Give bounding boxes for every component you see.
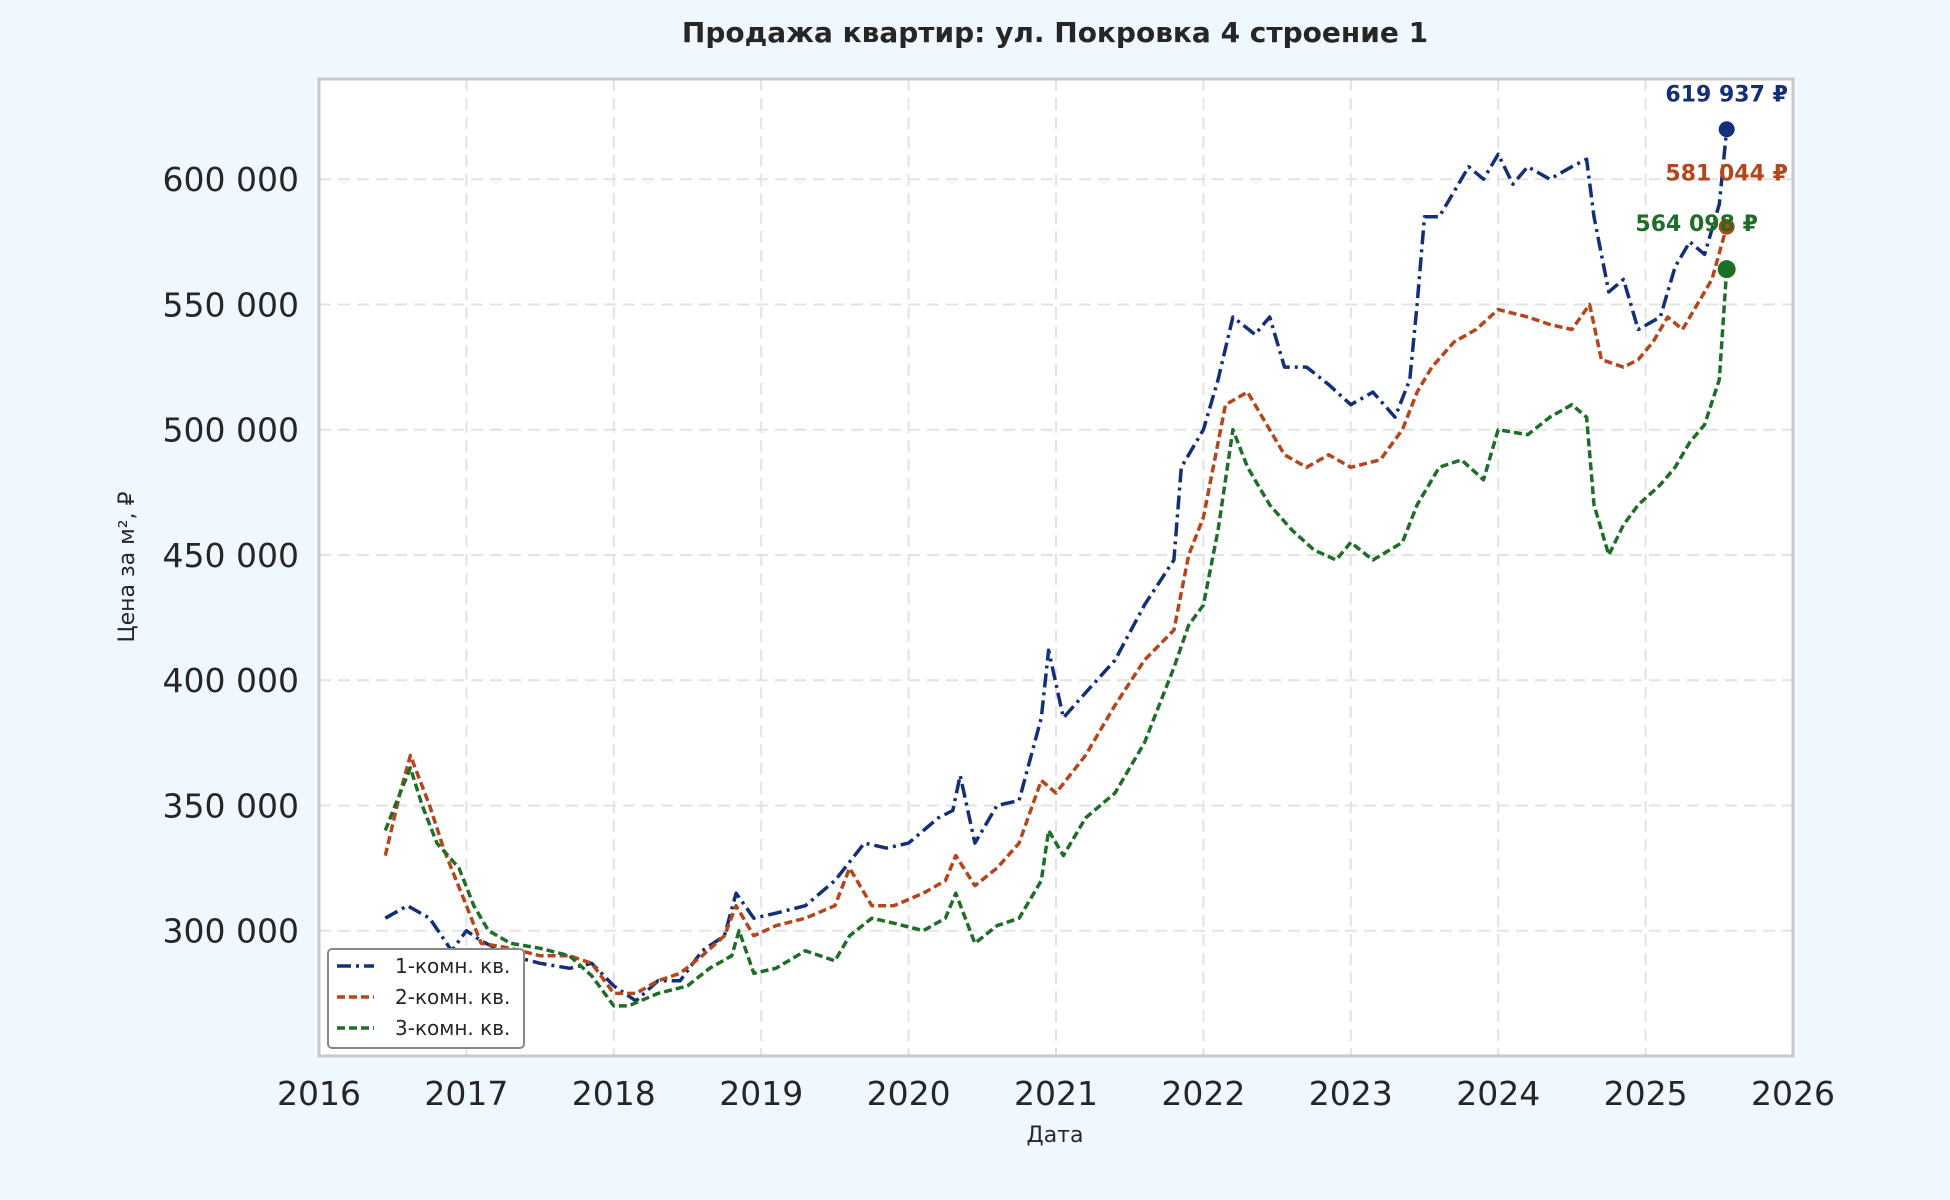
legend-label: 2-комн. кв.: [395, 985, 510, 1009]
plot-area: [319, 79, 1793, 1056]
plot-frame: [317, 77, 1795, 1058]
x-tick-label: 2021: [1014, 1074, 1098, 1113]
x-tick-label: 2024: [1456, 1074, 1540, 1113]
end-point-marker: [1718, 121, 1735, 138]
y-tick-label: 600 000: [163, 160, 299, 199]
end-value-label: 564 098 ₽: [1635, 212, 1757, 237]
series-lines: [383, 129, 1729, 1008]
chart-title: Продажа квартир: ул. Покровка 4 строение…: [682, 16, 1428, 49]
legend-label: 3-комн. кв.: [395, 1016, 510, 1040]
y-tick-label: 550 000: [163, 285, 299, 324]
y-tick-label: 450 000: [163, 536, 299, 575]
y-axis-ticks: 300 000 350 000 400 000 450 000 500 000 550 0…: [163, 160, 299, 951]
legend-box: [327, 948, 525, 1049]
x-tick-label: 2025: [1604, 1074, 1688, 1113]
legend-label: 1-комн. кв.: [395, 954, 510, 978]
x-tick-label: 2020: [867, 1074, 951, 1113]
x-axis-label: Дата: [1027, 1123, 1084, 1148]
x-tick-label: 2026: [1751, 1074, 1835, 1113]
x-tick-label: 2022: [1161, 1074, 1245, 1113]
y-tick-label: 500 000: [163, 411, 299, 450]
end-labels: 619 937 ₽ 581 044 ₽ 564 098 ₽: [1635, 82, 1788, 279]
legend: 1-комн. кв. 2-комн. кв. 3-комн. кв.: [327, 948, 525, 1049]
series-line-2: [383, 226, 1729, 996]
end-point-marker: [1717, 260, 1736, 279]
x-tick-label: 2018: [572, 1074, 656, 1113]
end-value-label: 581 044 ₽: [1665, 162, 1787, 187]
end-point-marker: [1718, 218, 1735, 235]
series-line-3: [383, 268, 1729, 1008]
y-tick-label: 400 000: [163, 661, 299, 700]
y-tick-label: 350 000: [163, 786, 299, 825]
x-tick-label: 2023: [1309, 1074, 1393, 1113]
x-tick-label: 2019: [719, 1074, 803, 1113]
x-tick-label: 2017: [424, 1074, 508, 1113]
y-axis-label: Цена за м², ₽: [115, 491, 140, 642]
x-tick-label: 2016: [277, 1074, 361, 1113]
end-value-label: 619 937 ₽: [1665, 82, 1787, 107]
y-tick-label: 300 000: [163, 912, 299, 951]
x-axis-ticks: 2016 2017 2018 2019 2020 2021 2022 2023 2024 2025…: [277, 1074, 1835, 1113]
